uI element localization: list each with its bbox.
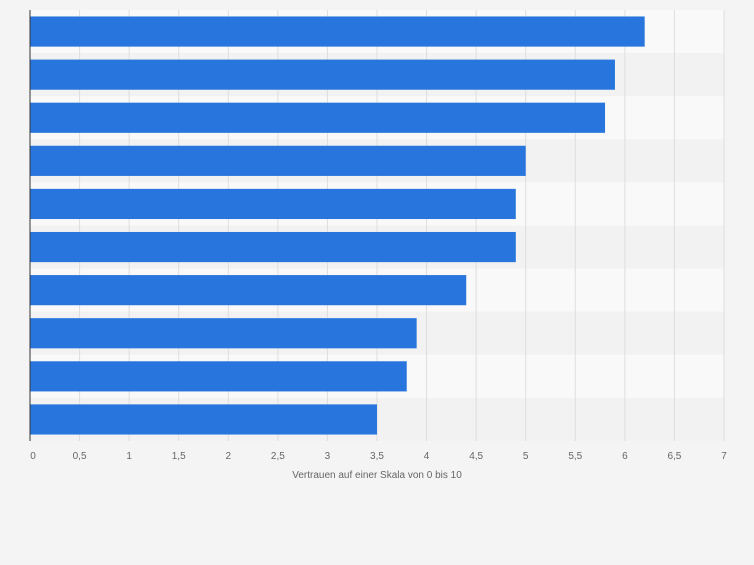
bar — [30, 361, 407, 392]
x-tick-label: 4 — [424, 451, 430, 462]
x-tick-label: 6,5 — [667, 451, 681, 462]
bar — [30, 318, 417, 349]
x-tick-label: 1 — [126, 451, 132, 462]
bar — [30, 16, 645, 47]
bars — [30, 16, 645, 435]
x-tick-label: 7 — [721, 451, 727, 462]
x-tick-label: 4,5 — [469, 451, 483, 462]
x-axis-tick-labels: 0 0,5 1 1,5 2 2,5 3 3,5 4 4,5 5 5,5 6 6,5 7 — [30, 451, 727, 462]
x-tick-label: 5 — [523, 451, 529, 462]
x-tick-label: 1,5 — [172, 451, 186, 462]
x-tick-label: 2,5 — [271, 451, 285, 462]
x-tick-label: 3 — [325, 451, 331, 462]
bar — [30, 102, 606, 133]
bar — [30, 145, 526, 176]
x-tick-label: 6 — [622, 451, 628, 462]
bar — [30, 231, 516, 263]
x-tick-label: 3,5 — [370, 451, 384, 462]
bar — [30, 404, 377, 435]
x-tick-label: 2 — [226, 451, 232, 462]
x-axis-title: Vertrauen auf einer Skala von 0 bis 10 — [292, 470, 462, 481]
x-tick-label: 5,5 — [568, 451, 582, 462]
x-tick-label: 0,5 — [73, 451, 87, 462]
x-tick-label: 0 — [30, 451, 36, 462]
bar — [30, 275, 467, 306]
bar — [30, 59, 615, 90]
bar — [30, 188, 516, 220]
